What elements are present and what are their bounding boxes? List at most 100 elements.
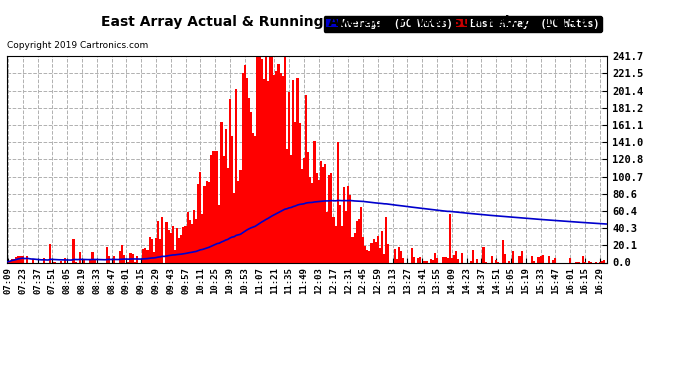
Bar [144, 248, 146, 262]
Bar [176, 228, 178, 262]
Bar [377, 236, 379, 262]
Bar [552, 260, 554, 262]
Bar [364, 246, 366, 262]
Bar [112, 256, 115, 262]
Bar [603, 260, 605, 262]
Bar [197, 184, 199, 262]
Bar [307, 152, 309, 262]
Bar [554, 258, 556, 262]
Bar [402, 258, 404, 262]
Bar [261, 60, 263, 262]
Bar [19, 256, 21, 262]
Bar [282, 76, 284, 262]
Bar [284, 57, 286, 262]
Bar [134, 261, 136, 262]
Bar [225, 129, 227, 262]
Bar [301, 169, 303, 262]
Bar [159, 239, 161, 262]
Bar [9, 261, 11, 262]
Text: Copyright 2019 Cartronics.com: Copyright 2019 Cartronics.com [7, 41, 148, 50]
Bar [362, 237, 364, 262]
Bar [152, 252, 155, 262]
Bar [423, 261, 426, 262]
Bar [132, 254, 134, 262]
Bar [271, 56, 273, 262]
Bar [444, 257, 446, 262]
Bar [495, 260, 497, 262]
Bar [353, 233, 355, 262]
Bar [233, 193, 235, 262]
Bar [72, 238, 75, 262]
Bar [413, 257, 415, 262]
Bar [387, 244, 389, 262]
Bar [15, 257, 17, 262]
Bar [512, 251, 514, 262]
Bar [453, 255, 455, 262]
Bar [331, 173, 333, 262]
Bar [297, 78, 299, 262]
Bar [231, 136, 233, 262]
Bar [180, 235, 182, 262]
Bar [265, 56, 267, 262]
Bar [504, 254, 506, 262]
Bar [204, 186, 206, 262]
Bar [601, 261, 603, 262]
Bar [288, 92, 290, 262]
Bar [121, 245, 123, 262]
Bar [446, 258, 448, 262]
Bar [64, 258, 66, 262]
Bar [241, 73, 244, 262]
Legend: Average  (DC Watts), East Array  (DC Watts): Average (DC Watts), East Array (DC Watts… [324, 16, 602, 32]
Bar [396, 258, 398, 262]
Bar [49, 244, 51, 262]
Bar [398, 247, 400, 262]
Bar [191, 224, 193, 262]
Bar [148, 237, 150, 262]
Bar [345, 211, 347, 262]
Bar [199, 172, 201, 262]
Bar [299, 123, 301, 262]
Bar [531, 256, 533, 262]
Bar [146, 250, 148, 262]
Bar [326, 211, 328, 262]
Bar [347, 186, 349, 262]
Bar [92, 252, 94, 262]
Bar [295, 122, 297, 262]
Bar [178, 238, 180, 262]
Bar [518, 256, 520, 262]
Bar [269, 56, 271, 262]
Bar [322, 167, 324, 262]
Bar [172, 226, 174, 262]
Bar [448, 214, 451, 262]
Bar [455, 251, 457, 262]
Bar [339, 205, 341, 262]
Bar [286, 148, 288, 262]
Bar [13, 259, 15, 262]
Bar [426, 261, 428, 262]
Bar [470, 261, 472, 262]
Bar [482, 247, 484, 262]
Bar [381, 231, 383, 262]
Bar [305, 94, 307, 262]
Bar [235, 89, 237, 262]
Bar [319, 160, 322, 262]
Bar [174, 250, 176, 262]
Bar [400, 251, 402, 262]
Bar [548, 256, 550, 262]
Bar [375, 242, 377, 262]
Text: East Array Actual & Running Average Power Sun Feb 10 16:49: East Array Actual & Running Average Powe… [101, 15, 589, 29]
Bar [520, 251, 522, 262]
Bar [419, 257, 421, 262]
Bar [355, 221, 358, 262]
Bar [337, 142, 339, 262]
Bar [94, 260, 96, 262]
Bar [540, 256, 542, 262]
Bar [309, 177, 311, 262]
Bar [313, 141, 315, 262]
Bar [161, 217, 164, 262]
Bar [227, 168, 229, 262]
Bar [333, 216, 335, 262]
Bar [335, 226, 337, 262]
Bar [508, 261, 510, 262]
Bar [451, 258, 453, 262]
